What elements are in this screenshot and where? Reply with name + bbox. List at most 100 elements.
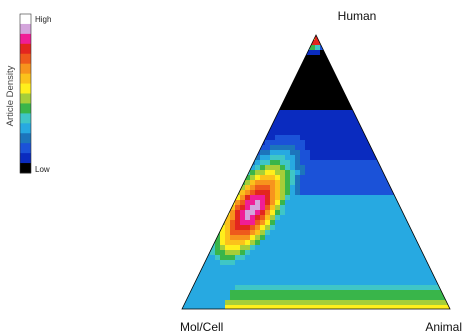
density-cell [360,255,366,261]
density-cell [315,290,321,296]
density-cell [350,120,356,126]
density-cell [315,220,321,226]
density-cell [295,185,301,191]
density-cell [340,265,346,271]
density-cell [255,170,261,176]
density-cell [335,110,341,116]
density-cell [360,275,366,281]
density-cell [275,140,281,146]
density-cell [290,85,296,91]
density-cell [375,240,381,246]
density-cell [255,155,261,161]
density-cell [340,220,346,226]
density-cell [265,135,271,141]
density-cell [185,305,191,309]
density-cell [340,110,346,116]
density-cell [255,230,261,236]
density-cell [195,300,201,306]
density-cell [360,120,366,126]
density-cell [370,310,376,316]
density-cell [385,195,391,201]
density-cell [385,255,391,261]
density-cell [375,195,381,201]
density-cell [320,220,326,226]
density-cell [320,280,326,286]
density-cell [255,235,261,241]
density-cell [325,270,331,276]
density-cell [325,165,331,171]
density-cell [275,250,281,256]
density-cell [365,300,371,306]
density-cell [250,255,256,261]
density-cell [365,270,371,276]
density-cell [290,70,296,76]
density-cell [395,245,401,251]
density-cell [315,65,321,71]
density-cell [300,150,306,156]
density-cell [250,175,256,181]
density-cell [330,210,336,216]
density-cell [215,285,221,291]
density-cell [415,260,421,266]
density-cell [320,90,326,96]
density-cell [350,200,356,206]
density-cell [310,180,316,186]
density-cell [250,195,256,201]
density-cell [355,145,361,151]
density-cell [245,255,251,261]
legend-swatch [20,43,31,55]
density-cell [365,255,371,261]
density-cell [385,305,391,309]
density-cell [255,180,261,186]
density-cell [380,190,386,196]
density-cell [340,310,346,316]
density-cell [345,245,351,251]
density-cell [265,285,271,291]
density-cell [370,250,376,256]
density-cell [200,280,206,286]
density-cell [420,310,426,316]
density-cell [320,190,326,196]
density-cell [330,85,336,91]
density-cell [365,185,371,191]
density-cell [335,130,341,136]
density-cell [280,245,286,251]
density-cell [380,270,386,276]
density-cell [235,245,241,251]
density-cell [275,225,281,231]
density-cell [400,225,406,231]
density-cell [350,215,356,221]
density-cell [380,230,386,236]
density-cell [285,240,291,246]
density-cell [310,230,316,236]
density-field [182,35,450,316]
density-cell [275,120,281,126]
density-cell [290,165,296,171]
density-cell [335,150,341,156]
density-cell [315,295,321,301]
density-cell [275,195,281,201]
density-cell [365,150,371,156]
density-cell [335,105,341,111]
density-cell [305,40,311,46]
density-cell [295,85,301,91]
density-cell [295,195,301,201]
density-cell [345,190,351,196]
density-cell [310,250,316,256]
density-cell [360,205,366,211]
density-cell [295,140,301,146]
density-cell [340,120,346,126]
density-cell [345,150,351,156]
density-cell [320,55,326,61]
density-cell [335,270,341,276]
density-cell [230,215,236,221]
density-cell [370,185,376,191]
density-cell [325,205,331,211]
density-cell [245,190,251,196]
density-cell [350,240,356,246]
density-cell [400,295,406,301]
density-cell [285,105,291,111]
density-cell [330,130,336,136]
density-cell [220,275,226,281]
density-cell [320,210,326,216]
